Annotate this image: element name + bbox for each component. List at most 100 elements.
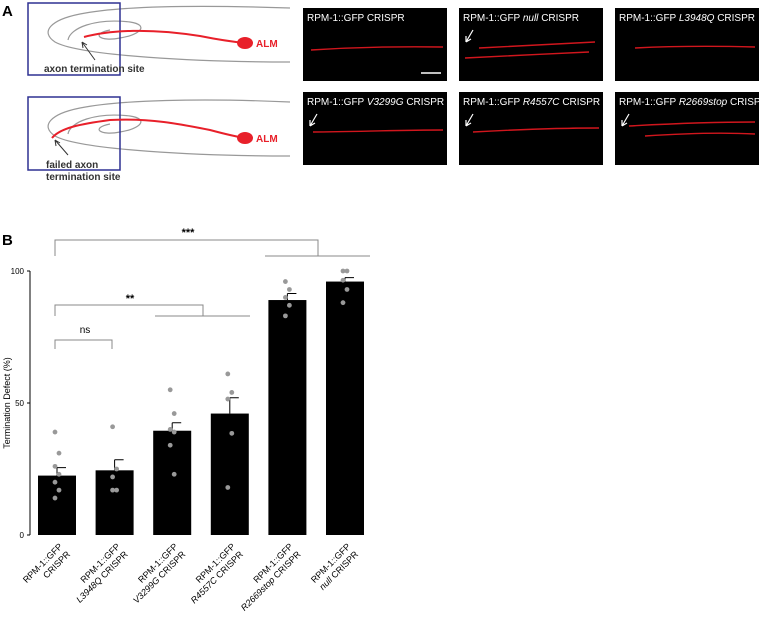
data-point	[114, 487, 119, 493]
y-tick-label: 50	[15, 399, 24, 408]
zoom-box	[27, 96, 121, 171]
data-point	[287, 302, 292, 308]
significance-bracket	[54, 239, 370, 257]
error-bar	[171, 422, 182, 431]
label-part: R2669stop	[679, 97, 728, 108]
data-point	[340, 268, 346, 274]
data-point	[229, 390, 235, 395]
x-tick-label: RPM-1::GFPR2669stop CRISPR	[231, 541, 303, 613]
data-point	[52, 495, 58, 501]
error-bar	[344, 277, 354, 282]
data-point	[56, 450, 62, 456]
arrow	[465, 29, 474, 43]
significance-bracket	[54, 339, 113, 349]
nerve-ring	[67, 20, 142, 41]
error-bar	[286, 292, 297, 301]
bar	[326, 281, 364, 535]
data-point	[225, 396, 231, 402]
micrograph-label: RPM-1::GFP null CRISPR	[463, 13, 579, 24]
micrograph: RPM-1::GFP R4557C CRISPR	[459, 92, 603, 165]
micrograph-label: RPM-1::GFP R2669stop CRISPR	[619, 97, 760, 108]
cell-body	[237, 132, 253, 144]
data-point	[110, 474, 115, 480]
label-part: R4557C	[523, 97, 560, 108]
label-part: V3299G	[367, 97, 404, 108]
label-part: RPM-1::GFP	[307, 13, 365, 24]
nerve-ring	[67, 114, 142, 135]
arrow	[621, 113, 630, 127]
site-label: termination site	[46, 172, 121, 183]
label-part: RPM-1::GFP	[463, 13, 521, 24]
data-point	[52, 429, 58, 435]
x-tick-label: RPM-1::GFPR4557C CRISPR	[181, 541, 245, 605]
micrograph-bg	[459, 8, 603, 81]
data-point	[171, 471, 177, 477]
data-point	[167, 442, 173, 448]
label-part: CRISPR	[406, 97, 444, 108]
micrograph-bg	[615, 92, 759, 165]
axon-signal	[464, 41, 596, 59]
panel-label: A	[2, 3, 13, 20]
micrograph-bg	[303, 92, 447, 165]
micrograph-label: RPM-1::GFP V3299G CRISPR	[307, 97, 444, 108]
arrow	[465, 113, 474, 127]
micrograph-label: RPM-1::GFP CRISPR	[307, 13, 405, 24]
data-point	[110, 487, 115, 493]
data-point	[340, 277, 346, 283]
data-point	[110, 424, 115, 430]
data-point	[283, 279, 288, 284]
data-point	[167, 387, 173, 393]
label-part: RPM-1::GFP	[619, 97, 677, 108]
micrograph: RPM-1::GFP R2669stop CRISPR	[615, 92, 760, 165]
micrograph-bg	[303, 8, 447, 81]
axon	[51, 118, 246, 139]
worm-outline	[47, 99, 291, 157]
panel-label: B	[2, 232, 13, 249]
y-tick-label: 0	[20, 531, 25, 540]
micrograph-bg	[615, 8, 759, 81]
data-point	[344, 268, 350, 274]
significance-label: **	[126, 293, 135, 305]
data-point	[344, 287, 350, 292]
data-point	[225, 371, 231, 377]
micrograph-label: RPM-1::GFP L3948Q CRISPR	[619, 13, 755, 24]
worm-outline	[47, 5, 291, 63]
data-point	[171, 429, 177, 435]
micrographs: RPM-1::GFP CRISPR RPM-1::GFP null CRISPR R…	[303, 8, 760, 165]
axon-signal	[310, 46, 444, 51]
data-point	[56, 471, 62, 477]
data-point	[167, 427, 173, 432]
bar	[38, 475, 76, 535]
axon-signal	[312, 129, 444, 133]
data-point	[52, 479, 58, 485]
cell-label: ALM	[256, 134, 278, 145]
axon	[83, 29, 246, 44]
label-part: RPM-1::GFP	[619, 13, 677, 24]
bar	[95, 470, 134, 535]
label-part: RPM-1::GFP	[307, 97, 365, 108]
bar	[268, 300, 307, 535]
micrograph: RPM-1::GFP L3948Q CRISPR	[615, 8, 759, 81]
micrograph-label: RPM-1::GFP R4557C CRISPR	[463, 97, 600, 108]
label-part: CRISPR	[541, 13, 579, 24]
axon-signal	[628, 121, 756, 137]
axon-signal	[472, 127, 600, 133]
data-point	[171, 411, 177, 416]
axon-signal	[634, 45, 756, 49]
data-point	[283, 295, 288, 300]
x-tick-label: RPM-1::GFPnull CRISPR	[309, 541, 361, 593]
schematic	[47, 5, 291, 157]
significance-bracket	[54, 304, 250, 317]
arrow	[81, 41, 96, 61]
data-point	[283, 313, 288, 319]
cell-body	[237, 37, 253, 49]
x-tick-label: RPM-1::GFPCRISPR	[21, 541, 73, 593]
label-part: CRISPR	[562, 97, 600, 108]
significance-label: ns	[80, 325, 91, 336]
site-label: axon termination site	[44, 64, 145, 75]
label-part: CRISPR	[730, 97, 760, 108]
zoom-box	[27, 2, 121, 76]
label-part: RPM-1::GFP	[463, 97, 521, 108]
